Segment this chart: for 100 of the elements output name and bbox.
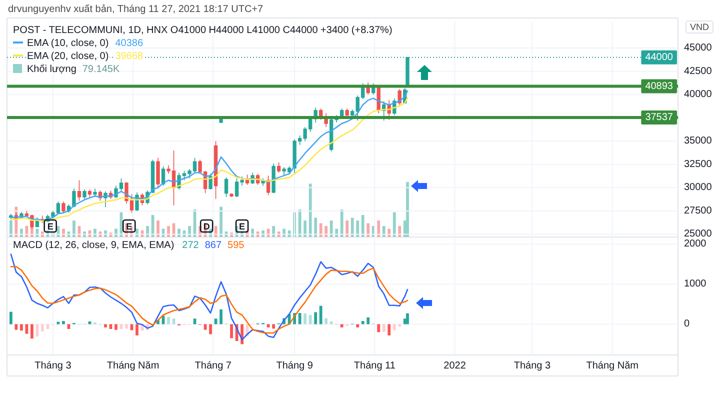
y-tick-label: 40000 bbox=[684, 89, 712, 100]
candlestick bbox=[77, 180, 82, 202]
candlestick bbox=[150, 159, 155, 194]
y-tick-label: 32500 bbox=[684, 158, 712, 170]
annotation: 595 bbox=[228, 240, 245, 251]
x-tick-label: Tháng 3 bbox=[514, 360, 552, 372]
candlestick bbox=[72, 188, 76, 208]
bar bbox=[377, 220, 380, 237]
bar bbox=[30, 324, 34, 339]
x-tick-label: Tháng Năm bbox=[106, 360, 160, 372]
bar bbox=[330, 220, 333, 237]
y-tick-label: 30000 bbox=[684, 182, 712, 194]
annotation: D bbox=[203, 222, 210, 232]
bar bbox=[330, 321, 333, 324]
bar bbox=[9, 312, 12, 324]
annotation: 39668 bbox=[115, 51, 144, 62]
bar bbox=[230, 324, 233, 338]
bar bbox=[266, 324, 270, 328]
bar bbox=[120, 324, 123, 329]
annotation: E bbox=[47, 222, 54, 232]
annotation: 272 bbox=[182, 240, 200, 251]
chart-title: MACD (12, 26, close, 9, EMA, EMA) bbox=[13, 240, 174, 251]
bar bbox=[382, 226, 386, 237]
chart-subtitle: drvunguyenhv xuất bản, Tháng 11 27, 2021 18:17 UTC+7 bbox=[8, 4, 264, 15]
bar bbox=[272, 226, 276, 237]
y-tick-label: 2000 bbox=[684, 238, 707, 250]
bar bbox=[361, 215, 364, 237]
candlestick bbox=[208, 173, 212, 190]
ref-line-label: 44000 bbox=[645, 52, 674, 63]
bar bbox=[220, 309, 222, 324]
y-tick-label: 45000 bbox=[684, 42, 712, 54]
bar bbox=[114, 324, 118, 330]
y-tick-label: 35000 bbox=[684, 136, 712, 147]
bar bbox=[167, 226, 170, 237]
bar bbox=[136, 324, 138, 336]
bar bbox=[377, 324, 380, 332]
bar bbox=[204, 324, 207, 330]
bar bbox=[340, 210, 344, 237]
bar bbox=[319, 223, 322, 237]
candlestick bbox=[276, 162, 281, 174]
x-tick-label: Tháng 7 bbox=[194, 360, 232, 372]
bar bbox=[156, 220, 160, 237]
ref-line-label: 37537 bbox=[645, 112, 674, 124]
bar bbox=[167, 317, 170, 324]
bar bbox=[104, 324, 107, 328]
bar bbox=[340, 324, 344, 328]
bar bbox=[346, 220, 349, 237]
bar bbox=[46, 324, 50, 329]
bar bbox=[366, 223, 370, 237]
x-tick-label: Tháng 11 bbox=[354, 360, 396, 372]
bar bbox=[314, 312, 318, 324]
bar bbox=[356, 220, 360, 237]
bar bbox=[41, 324, 44, 332]
bar bbox=[67, 324, 70, 329]
bar bbox=[298, 210, 302, 237]
chart-title: POST - TELECOMMUNI, 1D, HNX O41000 H44000 L41000 C44000 +3400 (+8.37%) bbox=[13, 25, 392, 36]
bar bbox=[62, 321, 65, 324]
bar bbox=[361, 321, 364, 324]
annotation: 79.145K bbox=[82, 64, 120, 75]
bar bbox=[125, 324, 128, 329]
bar bbox=[314, 218, 318, 237]
bar bbox=[304, 313, 307, 324]
bar bbox=[398, 226, 402, 237]
annotation: 40386 bbox=[115, 38, 144, 49]
candlestick bbox=[245, 174, 250, 186]
candlestick bbox=[156, 157, 160, 188]
candlestick bbox=[345, 108, 349, 118]
y-axis-title: VND bbox=[690, 22, 710, 32]
y-tick-label: 25000 bbox=[684, 228, 712, 240]
bar bbox=[25, 324, 28, 334]
bar bbox=[9, 220, 12, 237]
candlestick bbox=[230, 192, 234, 198]
bar bbox=[220, 206, 222, 237]
annotation: 867 bbox=[204, 240, 222, 251]
annotation: E bbox=[239, 222, 246, 232]
line-series bbox=[10, 254, 408, 340]
y-tick-label: 42500 bbox=[684, 66, 712, 77]
candlestick bbox=[93, 188, 97, 198]
bar bbox=[20, 324, 23, 331]
candlestick bbox=[224, 177, 228, 198]
bar bbox=[324, 318, 328, 324]
bar bbox=[109, 324, 112, 329]
bar bbox=[392, 212, 396, 237]
candlestick bbox=[350, 109, 354, 118]
bar bbox=[146, 226, 149, 237]
bar bbox=[298, 313, 302, 324]
x-tick-label: Tháng 3 bbox=[34, 360, 72, 372]
legend-label: EMA (10, close, 0) bbox=[27, 38, 109, 49]
line-series bbox=[10, 266, 408, 334]
x-tick-label: 2022 bbox=[444, 360, 466, 372]
y-tick-label: 0 bbox=[684, 318, 690, 330]
legend-label: Khối lượng bbox=[27, 64, 76, 75]
bar bbox=[356, 324, 360, 328]
bar bbox=[308, 184, 312, 237]
legend-label: EMA (20, close, 0) bbox=[27, 51, 109, 62]
annotation: E bbox=[126, 222, 132, 232]
ref-line-label: 40893 bbox=[645, 80, 674, 92]
x-tick-label: Tháng 9 bbox=[276, 360, 314, 372]
x-tick-label: Tháng Năm bbox=[586, 360, 638, 372]
bar bbox=[308, 315, 312, 324]
